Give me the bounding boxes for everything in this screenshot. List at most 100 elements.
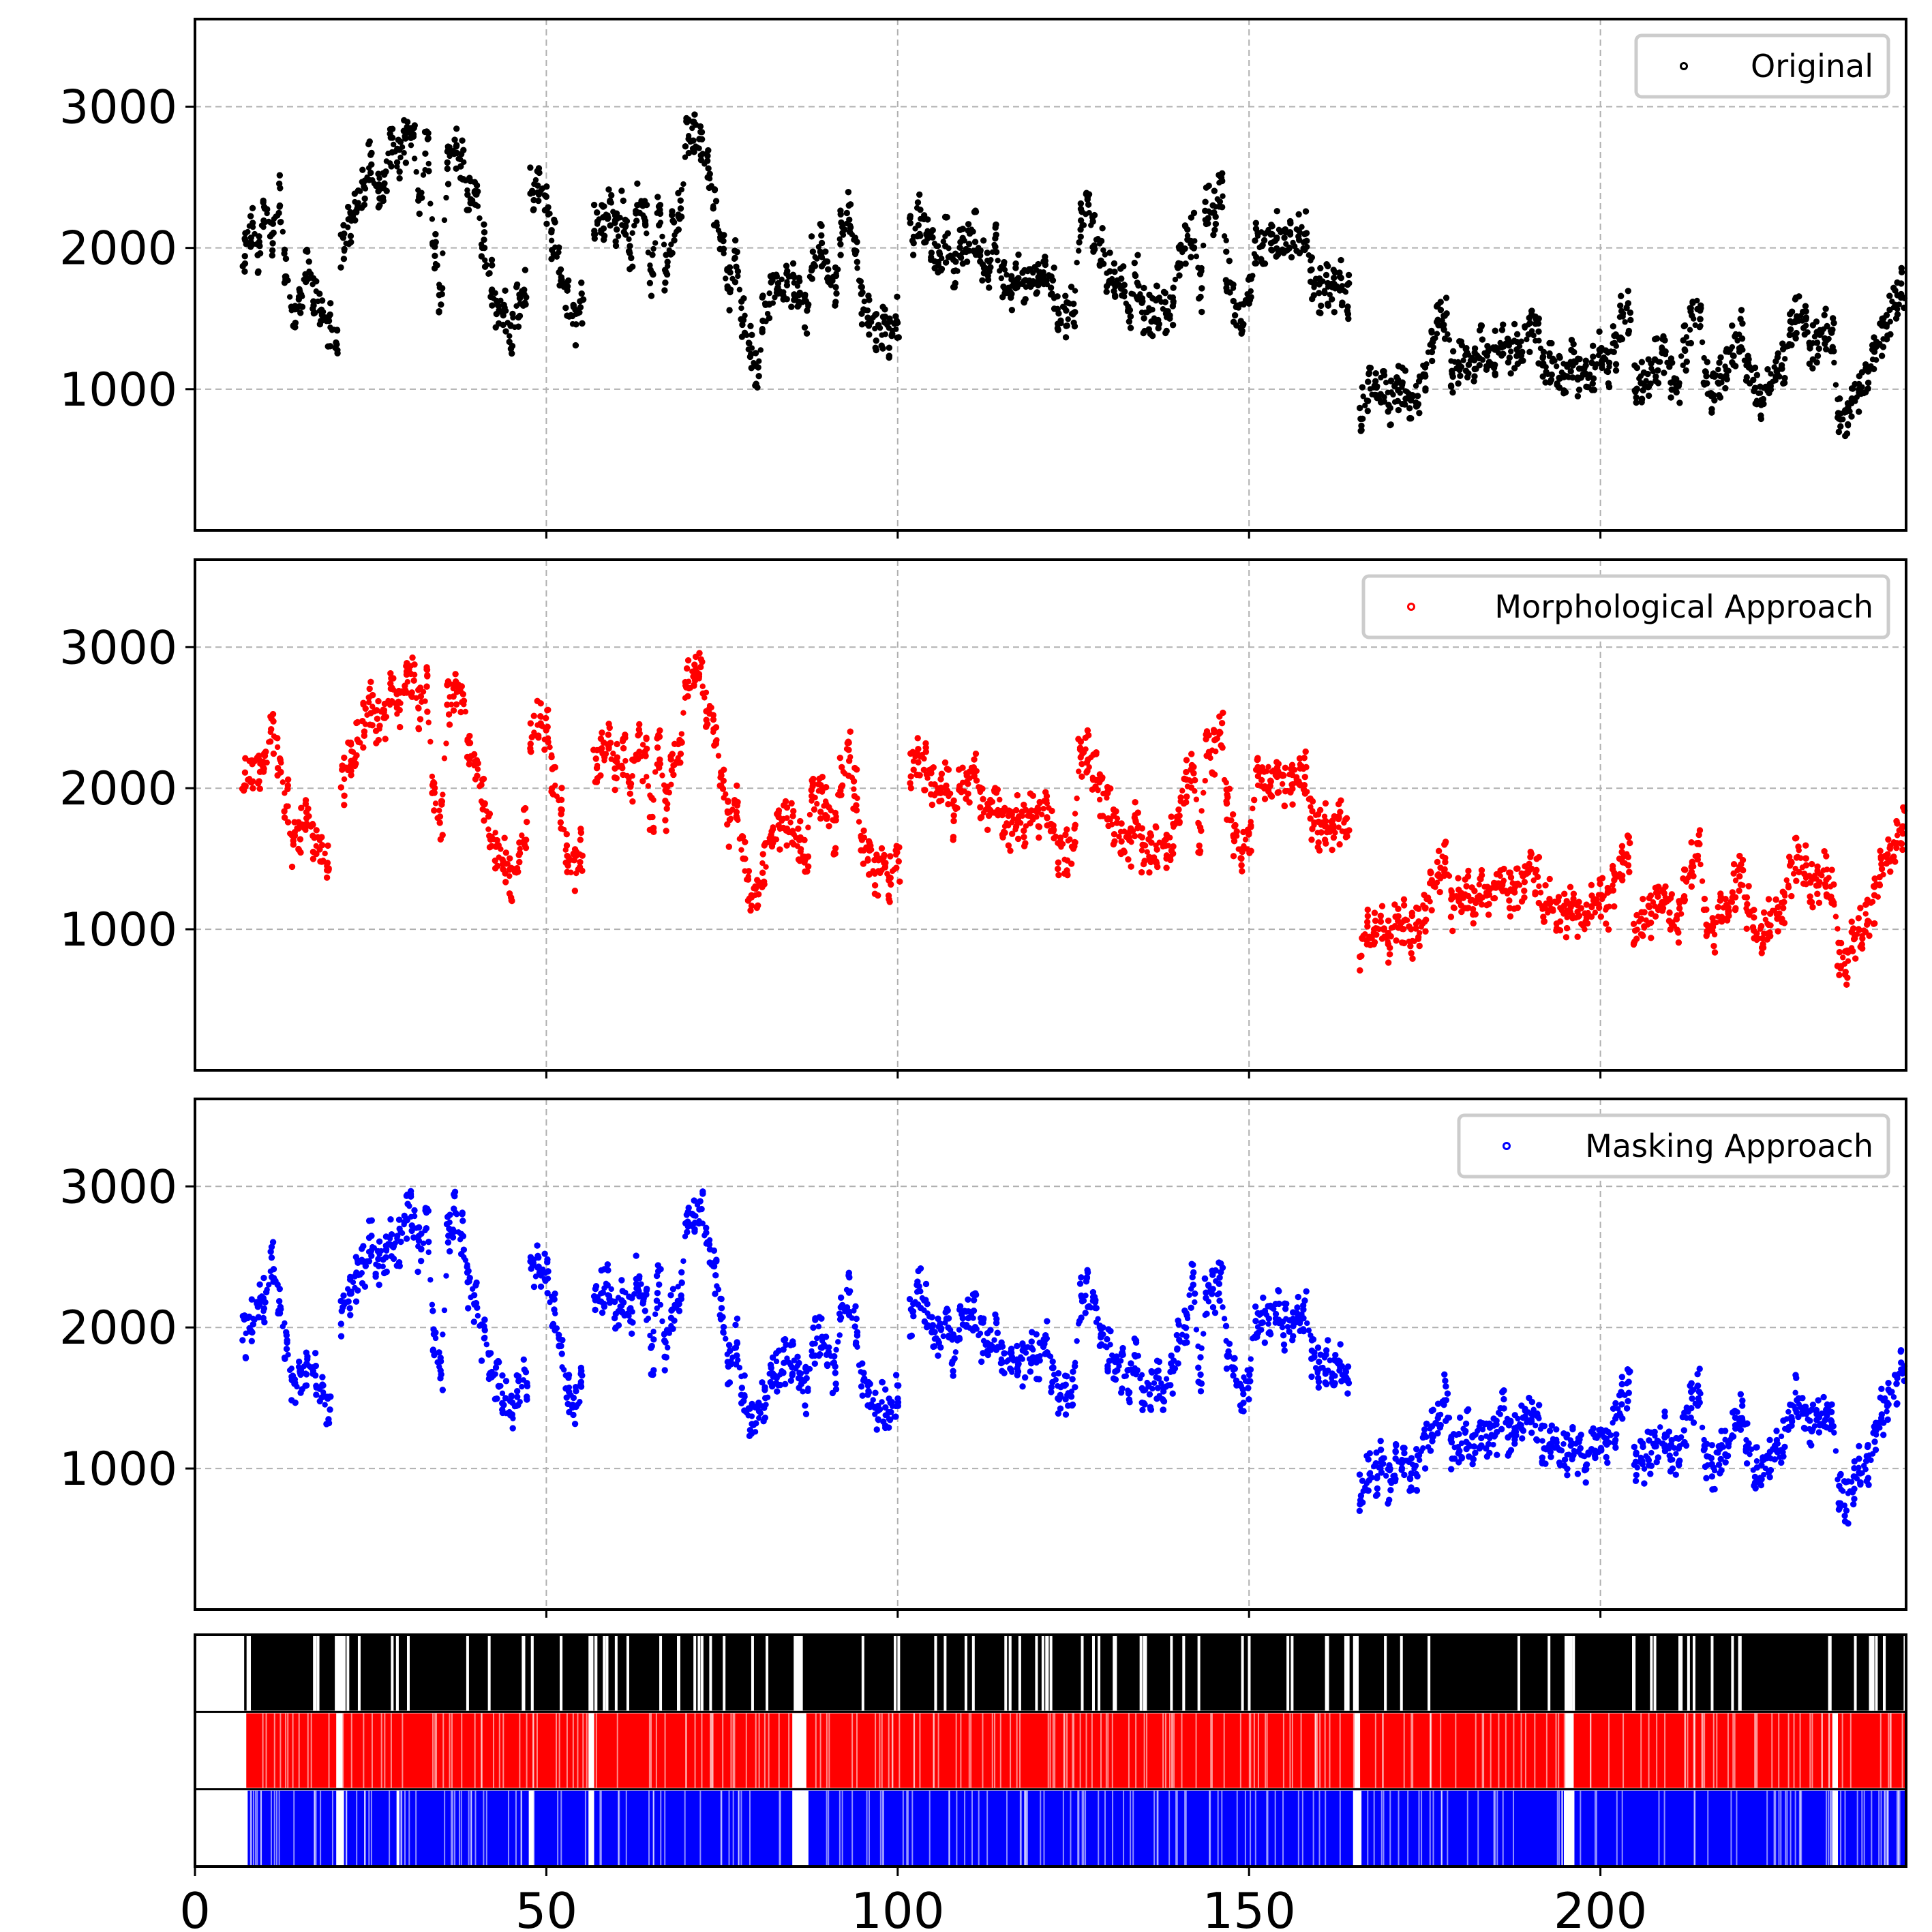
scatter-marker xyxy=(1744,901,1751,908)
scatter-marker xyxy=(572,342,579,349)
scatter-marker xyxy=(1780,905,1787,911)
scatter-marker xyxy=(696,650,703,656)
scatter-marker xyxy=(805,824,811,830)
scatter-marker xyxy=(1507,874,1515,881)
scatter-marker xyxy=(1173,813,1180,820)
scatter-marker xyxy=(766,314,773,322)
scatter-marker xyxy=(1886,292,1893,299)
scatter-marker xyxy=(846,216,853,223)
scatter-marker xyxy=(1627,309,1634,316)
scatter-marker xyxy=(677,197,684,204)
scatter-marker xyxy=(562,304,569,312)
scatter-marker xyxy=(424,708,431,715)
scatter-marker xyxy=(485,826,492,832)
scatter-marker xyxy=(801,836,808,843)
scatter-marker xyxy=(1059,841,1066,847)
scatter-marker xyxy=(887,853,894,860)
scatter-marker xyxy=(408,125,414,132)
scatter-marker xyxy=(872,312,879,318)
legend-label: Original xyxy=(1751,48,1873,85)
scatter-marker xyxy=(1015,251,1022,258)
scatter-marker xyxy=(1575,899,1582,905)
scatter-marker xyxy=(367,678,374,685)
scatter-marker xyxy=(1288,761,1296,768)
scatter-marker xyxy=(992,785,999,791)
scatter-marker xyxy=(1364,408,1371,414)
scatter-marker xyxy=(845,739,852,746)
scatter-marker xyxy=(1717,394,1724,401)
scatter-marker xyxy=(1526,348,1533,356)
scatter-marker xyxy=(705,147,712,154)
scatter-marker xyxy=(1555,894,1563,901)
scatter-marker xyxy=(613,226,620,233)
scatter-marker xyxy=(914,735,921,742)
scatter-marker xyxy=(1304,789,1310,795)
scatter-marker xyxy=(1204,732,1211,739)
scatter-marker xyxy=(748,902,755,909)
scatter-marker xyxy=(1299,224,1305,230)
scatter-marker xyxy=(1682,367,1689,374)
scatter-marker xyxy=(241,260,249,267)
scatter-marker xyxy=(1507,913,1514,920)
scatter-marker xyxy=(1478,872,1485,879)
scatter-marker xyxy=(598,744,605,752)
scatter-marker xyxy=(873,337,879,344)
scatter-marker xyxy=(1248,288,1254,295)
scatter-marker xyxy=(1275,789,1282,796)
scatter-marker xyxy=(677,205,684,212)
scatter-marker xyxy=(427,738,434,745)
scatter-marker xyxy=(893,864,900,871)
scatter-marker xyxy=(976,252,984,259)
scatter-marker xyxy=(1128,863,1134,870)
scatter-marker xyxy=(247,213,254,220)
scatter-marker xyxy=(1479,336,1486,343)
scatter-marker xyxy=(1595,901,1602,908)
scatter-marker xyxy=(411,661,418,668)
scatter-marker xyxy=(1443,295,1450,301)
scatter-marker xyxy=(1500,865,1507,873)
scatter-marker xyxy=(1364,397,1372,404)
scatter-marker xyxy=(1563,924,1571,932)
scatter-marker xyxy=(1610,348,1617,355)
scatter-marker xyxy=(1145,326,1152,333)
scatter-marker xyxy=(270,750,277,757)
scatter-marker xyxy=(543,727,549,734)
scatter-marker xyxy=(424,671,431,679)
scatter-marker xyxy=(1317,265,1324,272)
scatter-marker xyxy=(944,230,952,237)
scatter-marker xyxy=(502,328,509,335)
scatter-marker xyxy=(1132,272,1139,280)
scatter-marker xyxy=(757,347,764,353)
scatter-marker xyxy=(1114,815,1121,821)
scatter-marker xyxy=(682,142,689,150)
scatter-marker xyxy=(1645,392,1652,399)
scatter-marker xyxy=(1138,869,1145,876)
scatter-marker xyxy=(1286,229,1294,236)
scatter-marker xyxy=(1308,266,1315,273)
scatter-marker xyxy=(1183,793,1190,800)
scatter-marker xyxy=(1335,813,1342,820)
scatter-marker xyxy=(1044,815,1051,821)
scatter-marker xyxy=(1567,884,1574,890)
scatter-marker xyxy=(947,790,954,797)
scatter-marker xyxy=(646,813,654,821)
scatter-marker xyxy=(256,250,264,257)
scatter-marker xyxy=(1252,260,1260,267)
scatter-marker xyxy=(1387,933,1394,940)
scatter-marker xyxy=(1047,820,1055,828)
scatter-marker xyxy=(1051,827,1057,833)
scatter-marker xyxy=(946,245,952,252)
scatter-marker xyxy=(545,204,552,211)
scatter-marker xyxy=(966,799,973,806)
scatter-marker xyxy=(1638,931,1646,938)
scatter-marker xyxy=(612,238,619,245)
scatter-marker xyxy=(557,819,564,826)
scatter-marker xyxy=(1279,781,1286,787)
scatter-marker xyxy=(984,250,991,256)
scatter-marker xyxy=(1745,352,1751,359)
scatter-marker xyxy=(1160,288,1168,295)
scatter-marker xyxy=(298,804,305,811)
scatter-marker xyxy=(721,250,727,256)
scatter-marker xyxy=(788,303,795,310)
scatter-marker xyxy=(419,190,425,196)
